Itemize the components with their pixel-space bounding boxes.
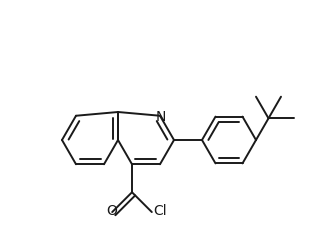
Text: Cl: Cl xyxy=(153,204,167,218)
Text: O: O xyxy=(106,204,116,218)
Text: N: N xyxy=(156,110,166,124)
